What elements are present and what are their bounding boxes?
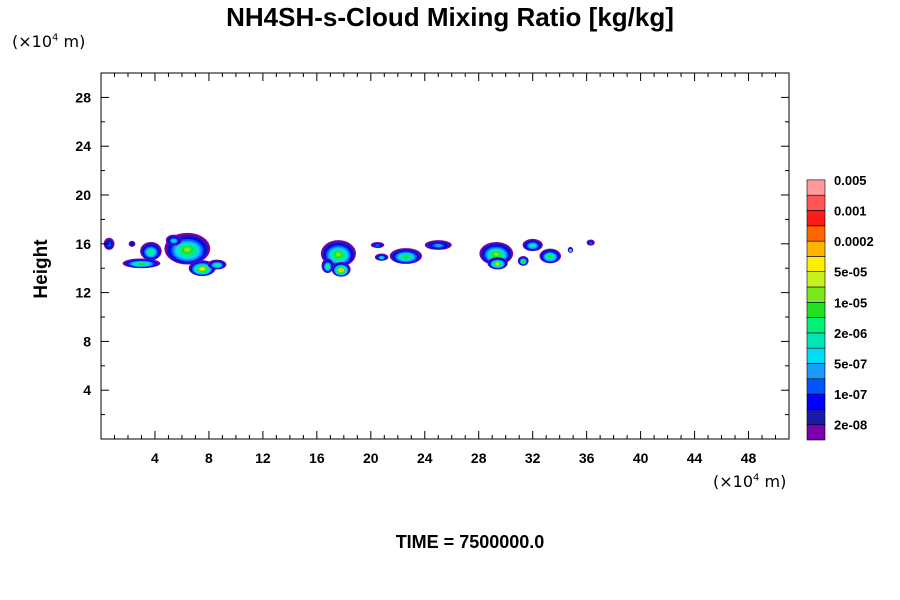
colorbar-swatch xyxy=(806,363,826,380)
y-tick-label: 4 xyxy=(83,382,91,398)
cloud-contour xyxy=(496,262,500,266)
cloud-patch xyxy=(128,240,136,247)
cloud-contour xyxy=(148,250,153,254)
colorbar: 2e-08 1e-07 5e-07 2e-06 1e-05 5e-05 0.0002 0.00… xyxy=(806,173,874,441)
cloud-contour xyxy=(326,264,330,268)
x-tick-label: 20 xyxy=(363,450,379,466)
x-axis: 4 8 12 16 20 24 28 32 36 40 44 48 xyxy=(113,73,777,466)
colorbar-label: 0.0002 xyxy=(834,234,874,249)
y-tick-label: 28 xyxy=(75,89,91,105)
y-tick-label: 12 xyxy=(75,285,91,301)
cloud-contour xyxy=(138,262,145,266)
cloud-contour xyxy=(107,242,111,247)
chart-title: NH4SH-s-Cloud Mixing Ratio [kg/kg] xyxy=(226,2,674,32)
colorbar-swatch xyxy=(806,332,826,349)
x-tick-label: 36 xyxy=(579,450,595,466)
cloud-contour xyxy=(183,247,191,253)
cloud-contour xyxy=(171,239,176,243)
cloud-contour xyxy=(379,256,384,260)
cloud-patch xyxy=(487,257,508,270)
colorbar-swatch xyxy=(806,256,826,272)
y-tick-label: 20 xyxy=(75,187,91,203)
cloud-contour xyxy=(130,242,134,246)
x-tick-label: 32 xyxy=(525,450,541,466)
colorbar-swatch xyxy=(806,424,826,441)
cloud-contour xyxy=(521,260,525,264)
x-tick-label: 4 xyxy=(151,450,159,466)
colorbar-label: 0.001 xyxy=(834,204,867,219)
cloud-patch xyxy=(370,241,385,249)
colorbar-swatch xyxy=(806,409,826,425)
cloud-contour xyxy=(493,252,499,257)
cloud-contour xyxy=(530,244,535,248)
x-tick-label: 48 xyxy=(741,450,757,466)
colorbar-swatch xyxy=(806,179,826,196)
cloud-patch xyxy=(567,246,574,253)
colorbar-label: 1e-05 xyxy=(834,295,867,310)
cloud-patch xyxy=(165,234,182,246)
cloud-contour xyxy=(335,252,342,257)
cloud-contour xyxy=(339,268,343,272)
cloud-patch xyxy=(321,258,334,274)
cloud-patch xyxy=(517,256,529,266)
colorbar-swatch xyxy=(806,240,826,257)
cloud-contour xyxy=(200,267,204,271)
colorbar-swatch xyxy=(806,271,826,288)
cloud-contour xyxy=(375,244,380,248)
colorbar-swatch xyxy=(806,393,826,410)
cloud-patch xyxy=(188,260,216,277)
cloud-patch xyxy=(522,238,543,252)
y-axis: 4 8 12 16 20 24 28 xyxy=(75,89,789,416)
x-tick-label: 24 xyxy=(417,450,433,466)
colorbar-label: 2e-06 xyxy=(834,326,867,341)
cloud-patch xyxy=(586,239,595,246)
colorbar-swatch xyxy=(806,210,826,227)
colorbar-label: 5e-07 xyxy=(834,357,867,372)
cloud-patch xyxy=(424,240,452,250)
colorbar-swatch xyxy=(806,225,826,242)
cloud-patch xyxy=(122,258,161,269)
x-axis-unit: (×104 m) xyxy=(713,472,787,491)
cloud-patch xyxy=(207,259,227,270)
cloud-contour xyxy=(589,241,593,245)
colorbar-swatch xyxy=(806,378,826,395)
colorbar-swatch xyxy=(806,286,826,303)
x-tick-label: 12 xyxy=(255,450,271,466)
colorbar-swatch xyxy=(806,317,826,334)
y-axis-unit: (×104 m) xyxy=(12,32,86,51)
x-tick-label: 16 xyxy=(309,450,325,466)
cloud-contour xyxy=(215,263,219,267)
cloud-patch xyxy=(140,241,162,261)
x-tick-label: 40 xyxy=(633,450,649,466)
colorbar-swatch xyxy=(806,194,826,211)
colorbar-label: 2e-08 xyxy=(834,418,867,433)
cloud-contour xyxy=(548,255,553,259)
colorbar-label: 5e-05 xyxy=(834,265,867,280)
cloud-patch xyxy=(389,248,423,264)
x-tick-label: 8 xyxy=(205,450,213,466)
plot-frame xyxy=(100,72,790,440)
colorbar-label: 0.005 xyxy=(834,173,867,188)
cloud-patch xyxy=(331,262,351,277)
x-tick-label: 28 xyxy=(471,450,487,466)
cloud-contour xyxy=(403,255,409,259)
time-label: TIME = 7500000.0 xyxy=(395,532,545,552)
colorbar-swatch xyxy=(806,347,826,364)
colorbar-swatch xyxy=(806,301,826,318)
cloud-patch xyxy=(539,248,562,264)
cloud-contour xyxy=(568,248,572,252)
colorbar-label: 1e-07 xyxy=(834,387,867,402)
cloud-patch xyxy=(374,253,389,261)
y-tick-label: 24 xyxy=(75,138,91,154)
cloud-contour xyxy=(434,244,443,248)
cloud-field xyxy=(103,232,595,277)
x-tick-label: 44 xyxy=(687,450,703,466)
y-tick-label: 8 xyxy=(83,333,91,349)
y-tick-label: 16 xyxy=(75,236,91,252)
